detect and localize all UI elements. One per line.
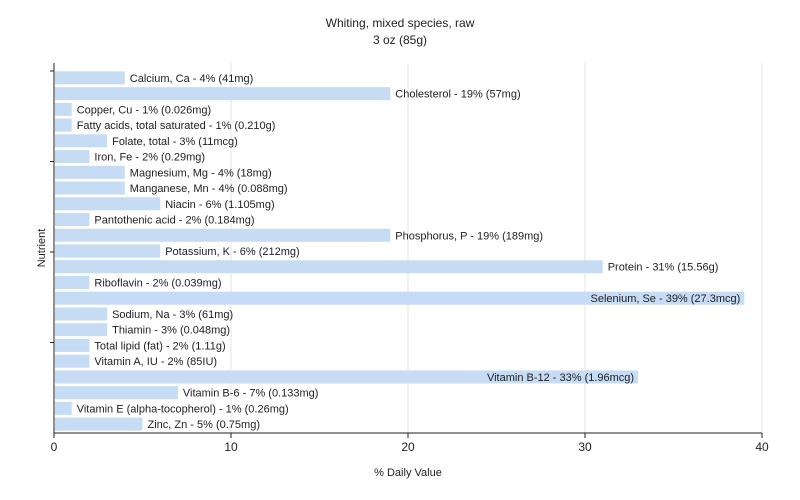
- data-label: Folate, total - 3% (11mcg): [112, 136, 238, 148]
- bar: [55, 323, 107, 336]
- data-label: Zinc, Zn - 5% (0.75mg): [148, 419, 260, 431]
- data-label: Pantothenic acid - 2% (0.184mg): [94, 215, 254, 227]
- bar: [55, 103, 72, 116]
- data-label: Vitamin E (alpha-tocopherol) - 1% (0.26m…: [77, 403, 289, 415]
- bar: [55, 276, 89, 289]
- data-label: Iron, Fe - 2% (0.29mg): [94, 152, 205, 164]
- data-label: Copper, Cu - 1% (0.026mg): [77, 104, 212, 116]
- bar: [55, 213, 89, 226]
- data-label: Cholesterol - 19% (57mg): [395, 89, 520, 101]
- bar: [55, 339, 89, 352]
- data-label: Protein - 31% (15.56g): [608, 262, 719, 274]
- data-label: Total lipid (fat) - 2% (1.11g): [94, 340, 225, 352]
- data-label: Magnesium, Mg - 4% (18mg): [130, 167, 272, 179]
- bar: [55, 355, 89, 368]
- data-label: Vitamin A, IU - 2% (85IU): [94, 356, 217, 368]
- x-tick-label: 30: [578, 440, 592, 454]
- data-label: Manganese, Mn - 4% (0.088mg): [130, 183, 288, 195]
- bar: [55, 245, 160, 258]
- bar: [55, 119, 72, 132]
- data-label: Niacin - 6% (1.105mg): [165, 199, 274, 211]
- bar: [55, 260, 603, 273]
- data-label: Calcium, Ca - 4% (41mg): [130, 73, 253, 85]
- bar: [55, 229, 390, 242]
- data-label: Riboflavin - 2% (0.039mg): [94, 277, 221, 289]
- data-label: Thiamin - 3% (0.048mg): [112, 325, 230, 337]
- data-label: Vitamin B-12 - 33% (1.96mcg): [487, 372, 634, 384]
- bar: [55, 150, 89, 163]
- data-label: Fatty acids, total saturated - 1% (0.210…: [77, 120, 276, 132]
- data-label: Vitamin B-6 - 7% (0.133mg): [183, 388, 319, 400]
- data-label: Selenium, Se - 39% (27.3mcg): [591, 293, 741, 305]
- bar: [55, 402, 72, 415]
- bar: [55, 134, 107, 147]
- x-tick-label: 20: [401, 440, 415, 454]
- bar: [55, 418, 143, 431]
- bar: [55, 386, 178, 399]
- bar: [55, 166, 125, 179]
- x-tick-label: 0: [51, 440, 58, 454]
- bar: [55, 87, 390, 100]
- data-label: Phosphorus, P - 19% (189mg): [395, 230, 543, 242]
- x-tick-label: 40: [755, 440, 769, 454]
- bar: [55, 182, 125, 195]
- x-axis-label: % Daily Value: [374, 467, 442, 479]
- y-axis-label: Nutrient: [36, 229, 48, 268]
- bar: [55, 71, 125, 84]
- bar: [55, 307, 107, 320]
- data-label: Potassium, K - 6% (212mg): [165, 246, 300, 258]
- data-label: Sodium, Na - 3% (61mg): [112, 309, 233, 321]
- x-tick-label: 10: [224, 440, 238, 454]
- bar: [55, 197, 160, 210]
